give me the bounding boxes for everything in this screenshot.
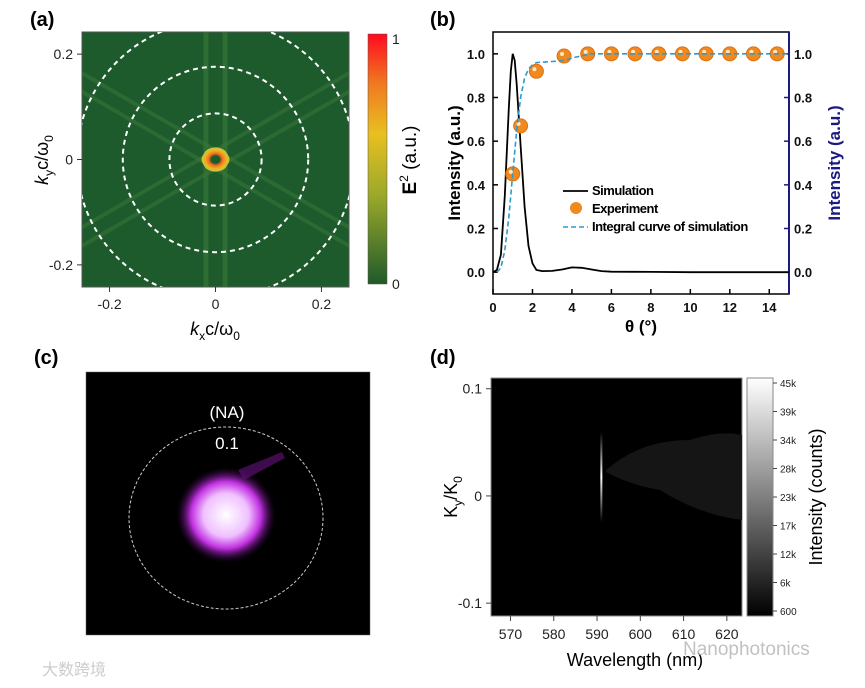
legend-label: Simulation [592,183,654,198]
colorbar-max-label: 1 [392,31,400,47]
y-tick-label-right: 1.0 [794,47,812,62]
panel-label-c: (c) [34,347,58,369]
x-tick-label: 610 [672,626,696,642]
x-tick-label: 10 [683,300,697,315]
experiment-marker [528,63,544,79]
panel-a-heatmap: -0.2 0 0.2 -0.2 0 0.2 kxc/ω0 kyc/ω0 1 0 E2 (a… [32,31,421,343]
y-tick-label-left: 0.4 [467,178,486,193]
y-tick-label: 0.1 [463,381,483,397]
y-tick-label: -0.2 [49,257,73,273]
panel-label-d: (d) [430,347,456,369]
y-tick-label: 0 [474,488,482,504]
x-tick-label: -0.2 [97,296,121,312]
marker-highlight [631,49,636,54]
marker-highlight [516,121,521,126]
center-hexagon-ring [200,146,231,173]
marker-highlight [560,52,565,57]
x-axis-label: kxc/ω0 [190,319,240,343]
colorbar-tick-label: 600 [780,607,797,618]
x-tick-label: 580 [542,626,566,642]
dashed-circle [168,112,263,207]
legend-label: Integral curve of simulation [592,219,748,234]
y-tick-label-left: 0.8 [467,91,485,106]
panel-d-heatmap: 570 580 590 600 610 620 -0.1 0 0.1 Wavelength (n… [441,377,826,670]
x-tick-label: 14 [762,300,777,315]
marker-highlight [583,49,588,54]
experiment-marker [513,118,529,134]
colorbar [367,33,388,285]
integral-curve-line [496,53,789,273]
x-tick-label: 0.2 [312,296,332,312]
y-tick-label-left: 0.0 [467,265,485,280]
y-tick-label: -0.1 [458,595,482,611]
x-tick-label: 620 [715,626,739,642]
colorbar-tick-label: 6k [780,579,792,590]
colorbar-tick-label: 12k [780,550,797,561]
x-tick-label: 590 [585,626,609,642]
marker-highlight [702,49,707,54]
y-tick-label: 0.2 [54,46,74,62]
y-tick-label: 0 [65,152,73,168]
panel-b-line-chart: 0 2 4 6 8 10 12 14 0.0 0.0 0.2 0.2 0.4 0.4 0.6 0.6 0.8 0.… [445,31,844,336]
y-tick-label-left: 1.0 [467,47,485,62]
y-tick-label-right: 0.2 [794,222,812,237]
emission-line [600,432,603,522]
colorbar-tick-label: 23k [780,493,797,504]
x-tick-label: 0 [489,300,496,315]
marker-highlight [654,49,659,54]
marker-highlight [532,67,537,72]
y-tick-label-right: 0.4 [794,178,813,193]
x-axis-label: θ (°) [625,317,657,336]
y-tick-label-right: 0.8 [794,91,812,106]
marker-highlight [773,49,778,54]
colorbar-label: Intensity (counts) [806,428,826,565]
watermark-right: Nanophotonics [683,639,810,660]
y-tick-label-right: 0.6 [794,134,812,149]
panel-c-image: (NA) 0.1 [85,371,371,636]
x-tick-label: 8 [647,300,654,315]
na-value: 0.1 [215,434,239,453]
colorbar-min-label: 0 [392,276,400,292]
y-axis-label: Ky/K0 [441,476,465,518]
marker-highlight [607,49,612,54]
x-tick-label: 4 [568,300,576,315]
colorbar-tick-label: 34k [780,436,797,447]
y-axis-label-left: Intensity (a.u.) [445,105,464,220]
emission-spot [176,467,276,563]
watermark-left: 大数跨境 [42,660,106,679]
x-tick-label: 570 [499,626,523,642]
spot-tail [238,452,285,480]
x-tick-label: 12 [723,300,737,315]
legend-label: Experiment [592,201,659,216]
marker-highlight [508,169,513,174]
colorbar-label: E2 (a.u.) [397,126,421,195]
y-tick-label-left: 0.2 [467,222,485,237]
y-axis-label-right: Intensity (a.u.) [825,105,844,220]
panel-label-a: (a) [30,9,54,31]
x-tick-label: 600 [629,626,653,642]
x-tick-label: 6 [608,300,615,315]
faint-emission-region [606,433,742,520]
dashed-circle [121,65,310,254]
y-tick-label-right: 0.0 [794,265,812,280]
colorbar [746,377,774,617]
y-axis-label: kyc/ω0 [32,135,56,185]
marker-highlight [749,49,754,54]
marker-highlight [678,49,683,54]
colorbar-tick-label: 28k [780,465,797,476]
na-circle [128,426,324,610]
colorbar-tick-label: 39k [780,408,797,419]
y-tick-label-left: 0.6 [467,134,485,149]
simulation-line [492,53,789,274]
x-tick-label: 0 [212,296,220,312]
legend-swatch-experiment [570,202,582,214]
panel-label-b: (b) [430,9,456,31]
x-tick-label: 2 [529,300,536,315]
colorbar-tick-label: 17k [780,522,797,533]
colorbar-tick-label: 45k [780,379,797,390]
marker-highlight [725,49,730,54]
na-label: (NA) [210,403,245,422]
x-axis-label: Wavelength (nm) [567,650,703,670]
